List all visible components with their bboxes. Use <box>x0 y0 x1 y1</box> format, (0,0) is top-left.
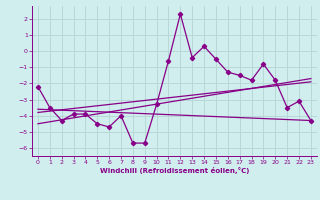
X-axis label: Windchill (Refroidissement éolien,°C): Windchill (Refroidissement éolien,°C) <box>100 167 249 174</box>
